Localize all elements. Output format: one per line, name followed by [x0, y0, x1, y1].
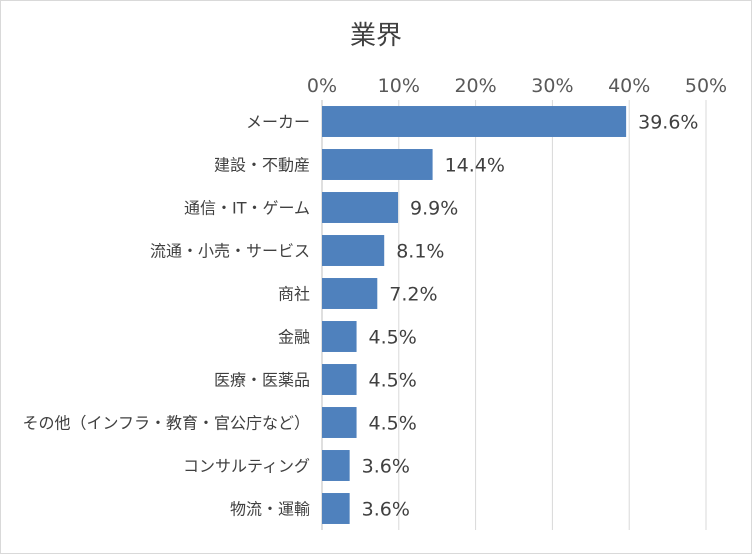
x-axis-ticks: 0% 10% 20% 30% 40% 50%	[307, 75, 727, 97]
category-label: メーカー	[246, 113, 310, 132]
x-tick-label: 40%	[608, 75, 650, 97]
x-tick-label: 0%	[307, 75, 337, 97]
category-label: その他（インフラ・教育・官公庁など）	[22, 414, 310, 433]
data-label: 14.4%	[445, 155, 505, 177]
data-labels: 39.6% 14.4% 9.9% 8.1% 7.2% 4.5% 4.5% 4.5% 3.6% 3.…	[362, 112, 699, 521]
category-labels: メーカー建設・不動産通信・IT・ゲーム流通・小売・サービス商社金融医療・医薬品そ…	[22, 113, 310, 519]
category-label: 医療・医薬品	[214, 371, 310, 390]
bar	[322, 278, 378, 309]
x-tick-label: 50%	[685, 75, 727, 97]
data-label: 3.6%	[362, 499, 410, 521]
category-label: 流通・小売・サービス	[150, 242, 310, 261]
bar	[322, 321, 357, 352]
category-label: コンサルティング	[183, 457, 310, 476]
category-label: 通信・IT・ゲーム	[184, 199, 310, 218]
data-label: 8.1%	[396, 241, 444, 263]
bar	[322, 364, 357, 395]
bar	[322, 450, 350, 481]
x-tick-label: 20%	[454, 75, 496, 97]
bar	[322, 493, 350, 524]
bar	[322, 407, 357, 438]
category-label: 建設・不動産	[214, 156, 310, 175]
data-label: 9.9%	[410, 198, 458, 220]
chart-title: 業界	[350, 21, 402, 51]
data-label: 3.6%	[362, 456, 410, 478]
bar	[322, 106, 627, 137]
data-label: 39.6%	[638, 112, 698, 134]
data-label: 7.2%	[389, 284, 437, 306]
category-label: 物流・運輸	[230, 500, 310, 519]
data-label: 4.5%	[369, 413, 417, 435]
category-label: 金融	[278, 328, 310, 347]
bars	[322, 106, 627, 524]
x-tick-label: 10%	[378, 75, 420, 97]
x-tick-label: 30%	[531, 75, 573, 97]
data-label: 4.5%	[369, 327, 417, 349]
bar	[322, 235, 385, 266]
bar	[322, 149, 433, 180]
bar	[322, 192, 399, 223]
category-label: 商社	[278, 285, 310, 304]
data-label: 4.5%	[369, 370, 417, 392]
